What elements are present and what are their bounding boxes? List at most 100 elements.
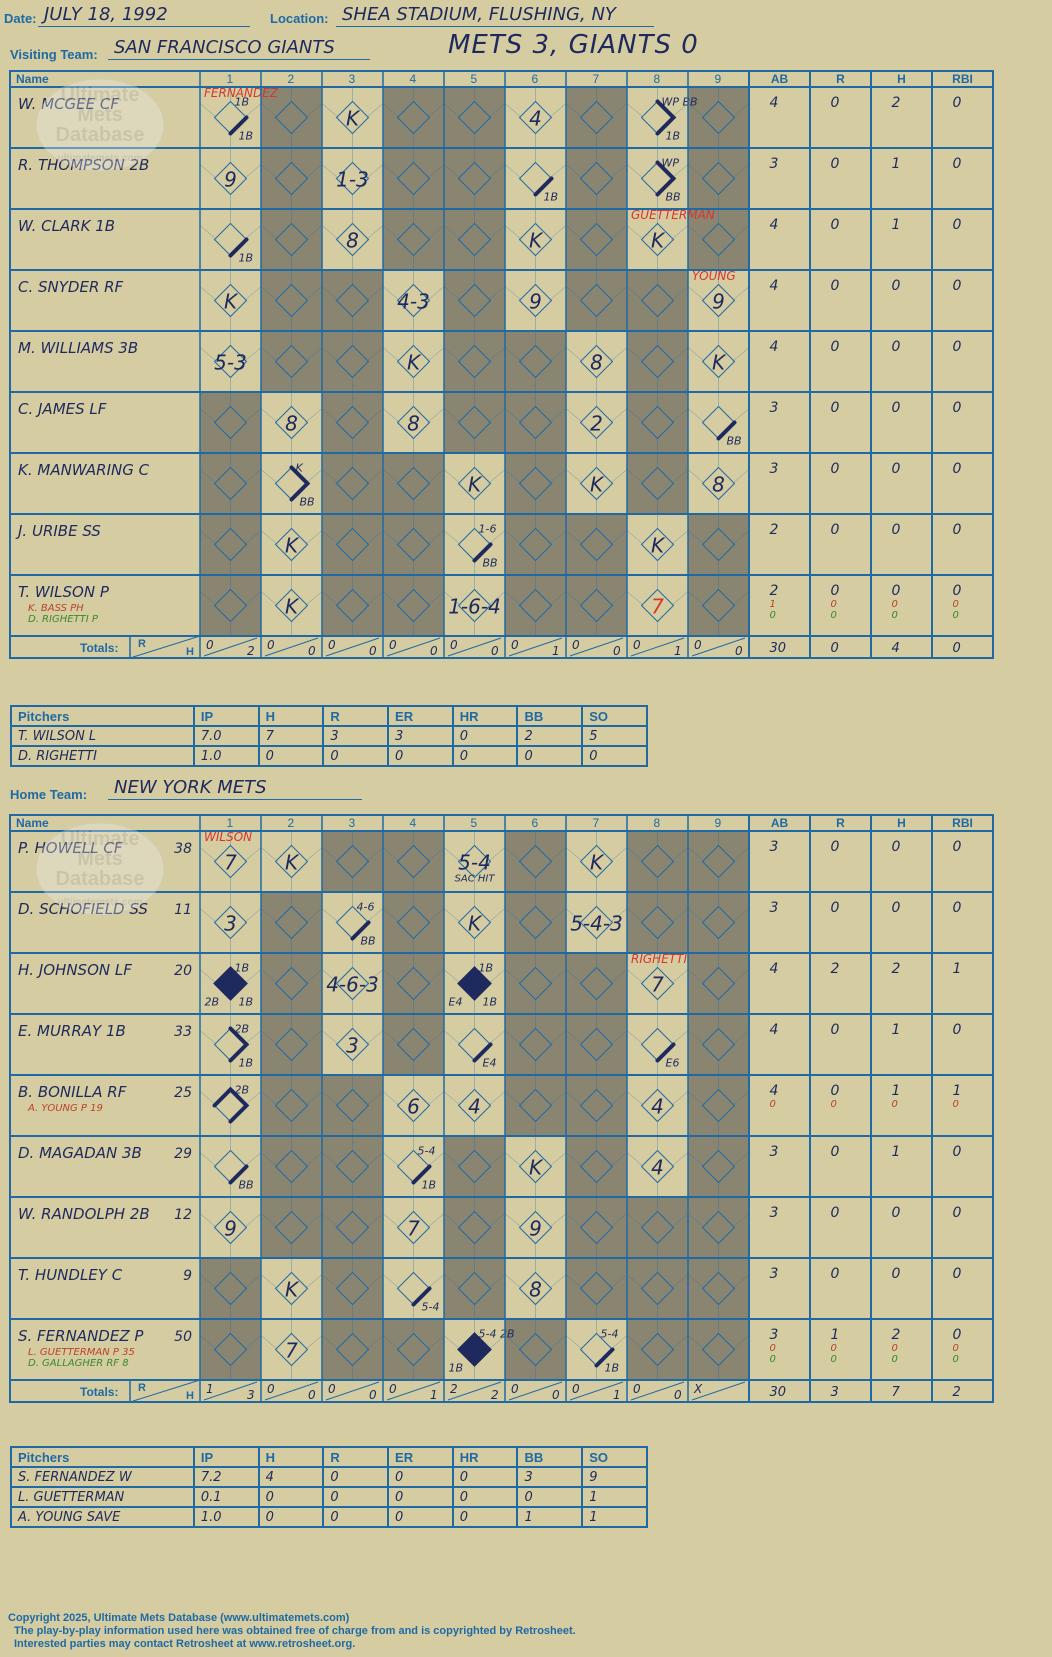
inning-runs: 0: [450, 638, 458, 652]
diamond-guides: [199, 1136, 262, 1197]
stat-value: 0: [831, 400, 840, 416]
play-result: K: [468, 912, 483, 936]
diamond-guides: [565, 514, 628, 575]
play-note: BB: [666, 191, 681, 204]
play-result: 3: [346, 1034, 359, 1058]
game-location: SHEA STADIUM, FLUSHING, NY: [336, 4, 654, 27]
pitcher-header: Pitchers: [10, 705, 195, 727]
diamond-guides: [687, 514, 750, 575]
stat-value: 0: [892, 339, 901, 355]
rh-divider: [508, 637, 563, 657]
total-stat: 30: [770, 1385, 787, 1400]
stat-value: 0: [953, 839, 962, 855]
stat-value: 0: [892, 839, 901, 855]
inning-hits: 0: [674, 1388, 682, 1402]
play-note: 1B: [483, 996, 498, 1009]
home-pitchers-table: Pitchers IP H R ER HR BB SO S. FERNANDEZ W 7.2 4 0 0…: [10, 1446, 648, 1528]
substitute-stat: 0: [953, 1343, 959, 1354]
pitcher-header: H: [257, 1446, 325, 1468]
diamond-guides: [443, 148, 506, 209]
diamond-guides: [626, 453, 689, 514]
play-note: BB: [361, 935, 376, 948]
diamond-guides: [626, 575, 689, 636]
play-result: K: [590, 473, 605, 497]
pitcher-header: HR: [451, 1446, 519, 1468]
stat-value: 1: [892, 217, 901, 233]
basepath: [472, 1042, 493, 1063]
player-name: E. MURRAY 1B: [18, 1022, 126, 1040]
retrosheet-credit: The play-by-play information used here w…: [14, 1625, 576, 1637]
play-result: 4: [651, 1156, 664, 1180]
diamond-guides: [199, 87, 262, 148]
diamond-guides: [504, 1197, 567, 1258]
diamond-guides: [443, 87, 506, 148]
total-stat: 2: [953, 1385, 961, 1400]
pitcher-cell: 0: [387, 745, 454, 767]
header-name: Name: [16, 816, 49, 830]
header-stat-h: H: [897, 816, 906, 830]
diamond-guides: [321, 1136, 384, 1197]
stat-value: 0: [953, 156, 962, 172]
play-note: 1B: [479, 962, 494, 975]
inning-runs: 0: [633, 638, 641, 652]
stat-value: 0: [831, 583, 840, 599]
pitching-change: FERNANDEZ: [204, 86, 279, 100]
diamond-guides: [199, 1197, 262, 1258]
inning-hits: 0: [369, 644, 377, 658]
substitute-stat: 0: [953, 599, 959, 610]
header-inning-3: 3: [349, 816, 356, 830]
inning-hits: 2: [247, 644, 255, 658]
stat-value: 0: [953, 1144, 962, 1160]
play-result: 1-6-4: [448, 595, 501, 619]
play-result: 8: [590, 351, 603, 375]
rh-divider: [447, 1381, 502, 1401]
runs-label: R: [138, 1382, 146, 1394]
stat-value: 4: [770, 339, 779, 355]
inning-runs: 0: [511, 638, 519, 652]
diamond-guides: [565, 270, 628, 331]
diamond-guides: [626, 331, 689, 392]
diamond-guides: [504, 87, 567, 148]
stat-value: 0: [953, 461, 962, 477]
diamond-guides: [382, 87, 445, 148]
pitcher-cell: 0: [257, 1506, 325, 1528]
basepath: [228, 237, 249, 258]
stat-value: 0: [953, 339, 962, 355]
diamond-guides: [199, 331, 262, 392]
stat-value: 4: [770, 961, 779, 977]
substitute-stat: 0: [892, 1354, 898, 1365]
stat-value: 0: [831, 95, 840, 111]
player-name: C. SNYDER RF: [18, 278, 124, 296]
diamond-guides: [626, 831, 689, 892]
stat-value: 0: [953, 1205, 962, 1221]
total-stat: 3: [831, 1385, 839, 1400]
header-inning-8: 8: [654, 72, 661, 86]
diamond-guides: [504, 209, 567, 270]
pitcher-cell: 1.0: [192, 1506, 260, 1528]
run-scored: [213, 966, 248, 1001]
diamond-guides: [443, 1319, 506, 1380]
pitcher-cell: 7.0: [192, 725, 260, 747]
diamond-guides: [260, 209, 323, 270]
diamond-guides: [565, 1014, 628, 1075]
basepath: [212, 1086, 250, 1124]
pitcher-header: SO: [581, 705, 648, 727]
total-stat: 0: [953, 641, 961, 656]
basepath: [228, 1026, 250, 1063]
rh-divider: [630, 1381, 685, 1401]
play-result: 8: [529, 1278, 542, 1302]
stat-value: 1: [892, 1144, 901, 1160]
diamond-guides: [443, 892, 506, 953]
stat-value: 3: [770, 839, 779, 855]
stat-value: 0: [831, 900, 840, 916]
play-result: K: [529, 1156, 544, 1180]
inning-hits: 1: [613, 1388, 621, 1402]
play-result: 7: [224, 851, 237, 875]
player-number: 25: [174, 1085, 192, 1101]
stat-value: 1: [953, 961, 962, 977]
stat-value: 0: [831, 1144, 840, 1160]
pitcher-cell: 3: [322, 725, 390, 747]
play-note: 4-6: [357, 901, 375, 914]
rh-divider: [447, 637, 502, 657]
